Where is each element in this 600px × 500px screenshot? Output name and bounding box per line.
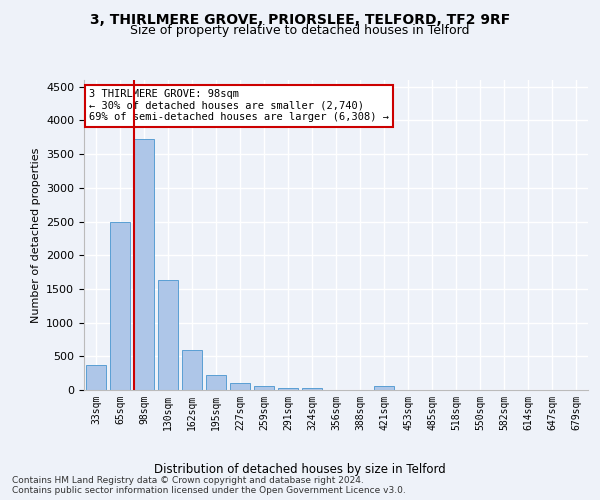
Bar	[206, 375, 226, 390]
Bar	[134, 138, 154, 390]
Bar	[182, 350, 202, 390]
Bar	[230, 383, 250, 390]
Bar	[86, 365, 106, 390]
Text: Contains public sector information licensed under the Open Government Licence v3: Contains public sector information licen…	[12, 486, 406, 495]
Text: Distribution of detached houses by size in Telford: Distribution of detached houses by size …	[154, 462, 446, 475]
Text: Size of property relative to detached houses in Telford: Size of property relative to detached ho…	[130, 24, 470, 37]
Bar	[110, 222, 130, 390]
Bar	[158, 280, 178, 390]
Text: 3, THIRLMERE GROVE, PRIORSLEE, TELFORD, TF2 9RF: 3, THIRLMERE GROVE, PRIORSLEE, TELFORD, …	[90, 12, 510, 26]
Text: 3 THIRLMERE GROVE: 98sqm
← 30% of detached houses are smaller (2,740)
69% of sem: 3 THIRLMERE GROVE: 98sqm ← 30% of detach…	[89, 90, 389, 122]
Text: Contains HM Land Registry data © Crown copyright and database right 2024.: Contains HM Land Registry data © Crown c…	[12, 476, 364, 485]
Bar	[374, 386, 394, 390]
Bar	[302, 388, 322, 390]
Y-axis label: Number of detached properties: Number of detached properties	[31, 148, 41, 322]
Bar	[254, 386, 274, 390]
Bar	[278, 388, 298, 390]
